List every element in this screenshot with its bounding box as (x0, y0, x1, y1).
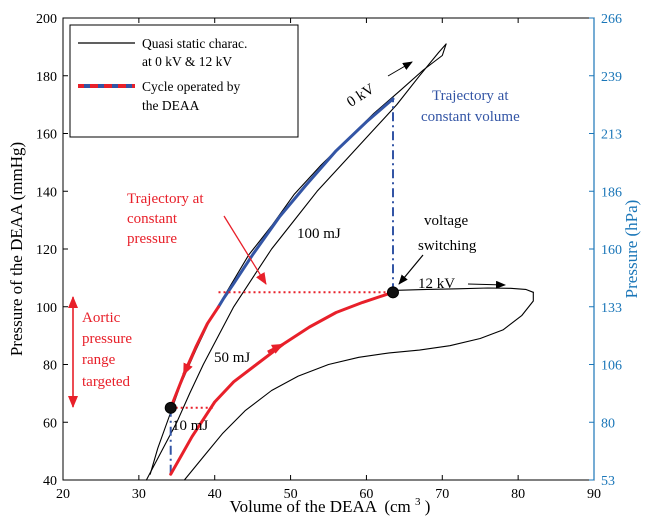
cycle-direction-arrow (267, 342, 284, 354)
y-right-tick-label: 160 (601, 243, 622, 258)
label-aortic-4: targeted (82, 374, 131, 390)
arrow-12kv (467, 280, 506, 289)
axis-ticks: 20 30 40 50 60 70 80 90 40 60 80 100 120 140 160 180 200… (36, 12, 622, 502)
x-axis-label: Volume of the DEAA (cm 3 ) (230, 490, 431, 516)
cycle-state-marker (386, 286, 399, 299)
label-12kv: 12 kV (418, 276, 455, 292)
x-tick-label: 50 (284, 487, 298, 502)
label-constant-pressure-3: pressure (127, 231, 177, 247)
y-right-tick-label: 133 (601, 301, 622, 316)
x-tick-label: 70 (435, 487, 449, 502)
label-aortic-1: Aortic (82, 310, 121, 326)
label-energy-100: 100 mJ (297, 226, 341, 242)
label-aortic-2: pressure (82, 331, 132, 347)
legend-entry-cycle: Cycle operated by (142, 79, 240, 94)
label-aortic-3: range (82, 352, 116, 368)
series-line-3 (396, 287, 534, 293)
y-tick-label: 120 (36, 243, 57, 258)
y-right-tick-label: 239 (601, 70, 622, 85)
y-tick-label: 200 (36, 12, 57, 27)
label-voltage-1: voltage (424, 213, 468, 229)
x-tick-label: 20 (56, 487, 70, 502)
x-axis-label-unit-close: ) (425, 497, 431, 516)
data-markers (164, 286, 399, 414)
label-energy-50: 50 mJ (214, 350, 250, 366)
y-right-tick-label: 80 (601, 416, 615, 431)
y-tick-label: 80 (43, 359, 57, 374)
x-axis-label-unit: (cm (384, 497, 410, 516)
y-tick-label: 60 (43, 416, 57, 431)
legend-entry-quasi-static-line2: at 0 kV & 12 kV (142, 54, 232, 69)
x-tick-label: 80 (511, 487, 525, 502)
label-energy-10: 10 mJ (172, 418, 208, 434)
legend: Quasi static charac. at 0 kV & 12 kV Cyc… (69, 24, 299, 138)
y-tick-label: 140 (36, 185, 57, 200)
x-tick-label: 30 (132, 487, 146, 502)
y-right-tick-label: 53 (601, 474, 615, 489)
label-constant-pressure-2: constant (127, 211, 178, 227)
arrow-0kv (387, 61, 413, 77)
arrow-constant-pressure (223, 215, 267, 285)
series-line-8 (169, 290, 395, 476)
x-tick-label: 90 (587, 487, 601, 502)
arrow-voltage-switching (398, 254, 424, 285)
legend-box (69, 24, 299, 138)
y-right-tick-label: 266 (601, 12, 622, 27)
series-line-2 (183, 291, 534, 481)
x-tick-label: 40 (208, 487, 222, 502)
x-axis-label-unit-sup: 3 (415, 496, 421, 508)
legend-entry-quasi-static: Quasi static charac. (142, 36, 247, 51)
annotations: 0 kV 12 kV Trajectory at constant volume… (68, 61, 520, 434)
series-line-0 (145, 43, 447, 481)
x-tick-label: 60 (359, 487, 373, 502)
y-right-tick-label: 213 (601, 128, 622, 143)
label-constant-pressure-1: Trajectory at (127, 191, 204, 207)
y-right-tick-label: 186 (601, 185, 622, 200)
y-axis-label: Pressure of the DEAA (mmHg) (7, 142, 26, 356)
label-constant-volume-2: constant volume (421, 109, 520, 125)
label-voltage-2: switching (418, 238, 477, 254)
data-series (145, 43, 534, 481)
series-line-5 (217, 97, 395, 309)
y-tick-label: 180 (36, 70, 57, 85)
cycle-direction-arrow (182, 352, 195, 376)
cycle-state-marker (164, 401, 177, 414)
y-tick-label: 40 (43, 474, 57, 489)
legend-entry-cycle-line2: the DEAA (142, 98, 200, 113)
y-tick-label: 160 (36, 128, 57, 143)
y-right-tick-label: 106 (601, 359, 622, 374)
y-axis-label-right: Pressure (hPa) (622, 200, 641, 299)
y-tick-label: 100 (36, 301, 57, 316)
x-axis-label-text: Volume of the DEAA (230, 497, 378, 516)
label-constant-volume-1: Trajectory at (432, 88, 509, 104)
